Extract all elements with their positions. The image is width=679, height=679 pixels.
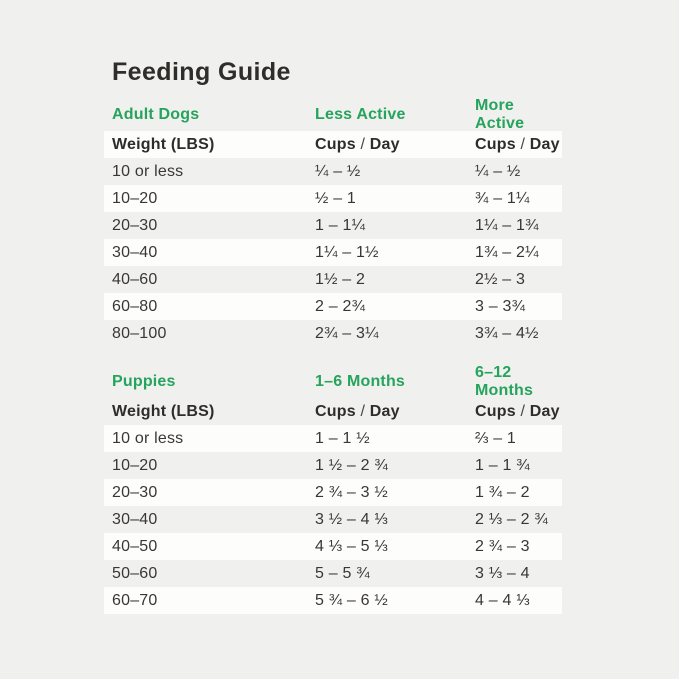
months-1-6-cell: 1 – 1 ½	[315, 429, 370, 447]
day-label: Day	[529, 135, 560, 153]
page-title: Feeding Guide	[112, 58, 291, 86]
table-row: 40–50 4 ⅓ – 5 ⅓ 2 ¾ – 3	[104, 533, 562, 560]
table-row: 30–40 1¼ – 1½ 1¾ – 2¼	[104, 239, 562, 266]
slash-separator: /	[360, 135, 366, 153]
months-1-6-cell: 1 ½ – 2 ¾	[315, 456, 388, 474]
cups-label: Cups	[475, 135, 516, 153]
weight-cell: 20–30	[112, 483, 158, 501]
table-row: 20–30 2 ¾ – 3 ½ 1 ¾ – 2	[104, 479, 562, 506]
section-puppies: Puppies 1–6 Months 6–12 Months Weight (L…	[104, 364, 562, 614]
weight-cell: 10–20	[112, 189, 158, 207]
more-active-cell: 3¾ – 4½	[475, 324, 539, 342]
cups-label: Cups	[315, 135, 356, 153]
weight-cell: 10–20	[112, 456, 158, 474]
column-header-row: Weight (LBS) Cups / Day Cups / Day	[104, 398, 562, 425]
weight-cell: 10 or less	[112, 162, 184, 180]
months-1-6-cell: 4 ⅓ – 5 ⅓	[315, 537, 388, 555]
table-row: 10 or less 1 – 1 ½ ⅔ – 1	[104, 425, 562, 452]
slash-separator: /	[360, 402, 366, 420]
more-active-cell: 3 – 3¾	[475, 297, 526, 315]
table-row: 60–70 5 ¾ – 6 ½ 4 – 4 ⅓	[104, 587, 562, 614]
months-1-6-cell: 5 ¾ – 6 ½	[315, 591, 388, 609]
weight-lbs-header: Weight (LBS)	[112, 402, 215, 420]
weight-cell: 60–70	[112, 591, 158, 609]
weight-cell: 80–100	[112, 324, 167, 342]
less-active-cell: 1½ – 2	[315, 270, 366, 288]
table-row: 50–60 5 – 5 ¾ 3 ⅓ – 4	[104, 560, 562, 587]
table-row: 60–80 2 – 2¾ 3 – 3¾	[104, 293, 562, 320]
more-active-cell: ¾ – 1¼	[475, 189, 530, 207]
weight-cell: 20–30	[112, 216, 158, 234]
day-label: Day	[369, 402, 400, 420]
months-6-12-cell: 3 ⅓ – 4	[475, 564, 530, 582]
feeding-guide-page: Feeding Guide Adult Dogs Less Active Mor…	[104, 58, 562, 614]
cups-day-header-6-12-months: Cups / Day	[475, 403, 562, 421]
less-active-cell: ½ – 1	[315, 189, 357, 207]
months-6-12-cell: 2 ⅓ – 2 ¾	[475, 510, 548, 528]
months-6-12-cell: 2 ¾ – 3	[475, 537, 530, 555]
slash-separator: /	[520, 135, 526, 153]
more-active-cell: 1¾ – 2¼	[475, 243, 539, 261]
weight-cell: 10 or less	[112, 429, 184, 447]
more-active-cell: 1¼ – 1¾	[475, 216, 539, 234]
months-6-12-cell: ⅔ – 1	[475, 429, 517, 447]
months-6-12-cell: 1 – 1 ¾	[475, 456, 530, 474]
table-row: 10–20 ½ – 1 ¾ – 1¼	[104, 185, 562, 212]
table-row: 40–60 1½ – 2 2½ – 3	[104, 266, 562, 293]
section-heading-row: Puppies 1–6 Months 6–12 Months	[104, 364, 562, 399]
weight-cell: 50–60	[112, 564, 158, 582]
months-6-12-cell: 4 – 4 ⅓	[475, 591, 530, 609]
adult-dogs-rows: 10 or less ¼ – ½ ¼ – ½ 10–20 ½ – 1 ¾ – 1…	[104, 158, 562, 347]
cups-day-header-more-active: Cups / Day	[475, 136, 562, 154]
cups-label: Cups	[475, 402, 516, 420]
more-active-cell: ¼ – ½	[475, 162, 521, 180]
column-heading-1-6-months: 1–6 Months	[315, 373, 406, 390]
cups-label: Cups	[315, 402, 356, 420]
less-active-cell: ¼ – ½	[315, 162, 361, 180]
table-row: 80–100 2¾ – 3¼ 3¾ – 4½	[104, 320, 562, 347]
weight-cell: 40–60	[112, 270, 158, 288]
cups-day-header-less-active: Cups / Day	[315, 136, 475, 154]
day-label: Day	[529, 402, 560, 420]
column-heading-6-12-months: 6–12 Months	[475, 364, 534, 399]
column-heading-more-active: More Active	[475, 97, 525, 132]
section-heading-puppies: Puppies	[112, 373, 176, 390]
months-1-6-cell: 5 – 5 ¾	[315, 564, 370, 582]
table-row: 30–40 3 ½ – 4 ⅓ 2 ⅓ – 2 ¾	[104, 506, 562, 533]
table-row: 10–20 1 ½ – 2 ¾ 1 – 1 ¾	[104, 452, 562, 479]
less-active-cell: 1 – 1¼	[315, 216, 366, 234]
weight-lbs-header: Weight (LBS)	[112, 135, 215, 153]
months-6-12-cell: 1 ¾ – 2	[475, 483, 530, 501]
more-active-cell: 2½ – 3	[475, 270, 526, 288]
less-active-cell: 1¼ – 1½	[315, 243, 379, 261]
table-row: 20–30 1 – 1¼ 1¼ – 1¾	[104, 212, 562, 239]
less-active-cell: 2 – 2¾	[315, 297, 366, 315]
weight-cell: 60–80	[112, 297, 158, 315]
months-1-6-cell: 2 ¾ – 3 ½	[315, 483, 388, 501]
day-label: Day	[369, 135, 400, 153]
section-heading-row: Adult Dogs Less Active More Active	[104, 97, 562, 132]
section-adult-dogs: Adult Dogs Less Active More Active Weigh…	[104, 97, 562, 347]
weight-cell: 30–40	[112, 243, 158, 261]
column-header-row: Weight (LBS) Cups / Day Cups / Day	[104, 131, 562, 158]
less-active-cell: 2¾ – 3¼	[315, 324, 379, 342]
table-row: 10 or less ¼ – ½ ¼ – ½	[104, 158, 562, 185]
months-1-6-cell: 3 ½ – 4 ⅓	[315, 510, 388, 528]
column-heading-less-active: Less Active	[315, 106, 406, 123]
cups-day-header-1-6-months: Cups / Day	[315, 403, 475, 421]
section-heading-adult-dogs: Adult Dogs	[112, 106, 200, 123]
weight-cell: 30–40	[112, 510, 158, 528]
weight-cell: 40–50	[112, 537, 158, 555]
slash-separator: /	[520, 402, 526, 420]
puppies-rows: 10 or less 1 – 1 ½ ⅔ – 1 10–20 1 ½ – 2 ¾…	[104, 425, 562, 614]
